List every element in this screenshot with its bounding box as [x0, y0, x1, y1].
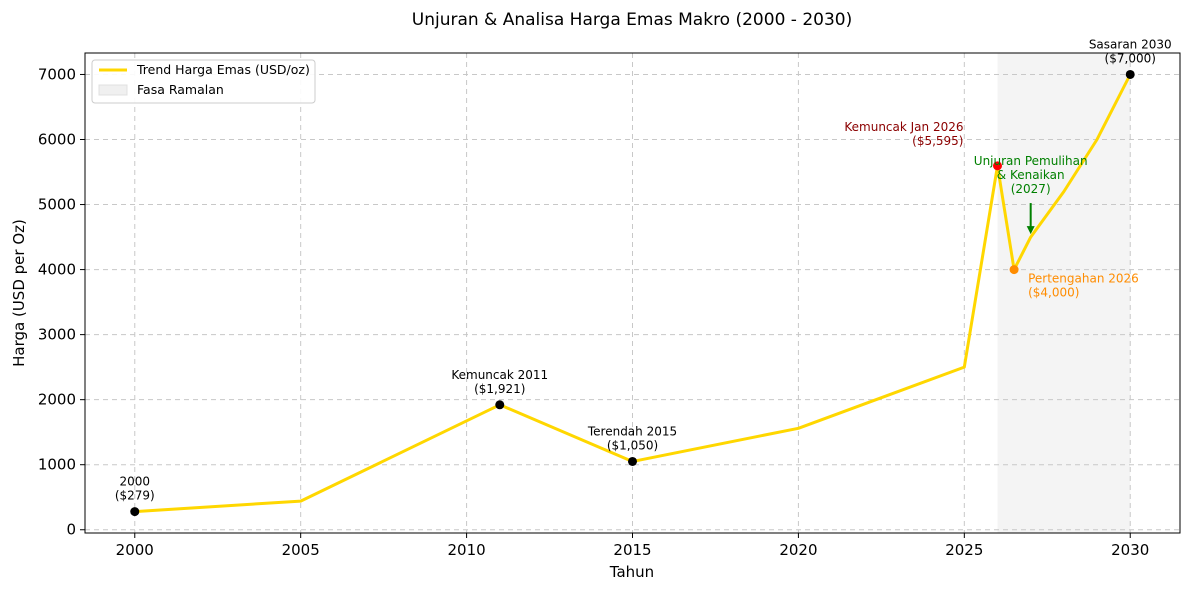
- data-point-marker: [628, 456, 637, 466]
- x-tick-label: 2005: [282, 541, 320, 559]
- y-tick-label: 2000: [38, 391, 76, 409]
- x-tick-label: 2025: [945, 541, 983, 559]
- annotation-label: ($279): [115, 489, 155, 503]
- series-line-trend: [134, 73, 1132, 514]
- annotation-label: Kemuncak 2011: [451, 368, 548, 382]
- legend-entry-forecast: Fasa Ramalan: [137, 82, 224, 97]
- x-tick-label: 2020: [779, 541, 817, 559]
- y-tick-label: 6000: [38, 131, 76, 149]
- annotation-label: ($1,050): [607, 438, 658, 452]
- annotation-label: 2000: [119, 475, 150, 489]
- x-axis-label: Tahun: [609, 563, 654, 581]
- x-tick-label: 2010: [447, 541, 485, 559]
- annotation-label: Pertengahan 2026: [1028, 272, 1139, 286]
- data-point-marker: [993, 161, 1002, 171]
- y-axis-label: Harga (USD per Oz): [10, 219, 28, 367]
- annotation-label: & Kenaikan: [997, 168, 1065, 182]
- data-point-marker: [495, 400, 505, 410]
- annotation-label: Sasaran 2030: [1089, 37, 1172, 51]
- annotation-label: ($4,000): [1028, 286, 1079, 300]
- x-tick-label: 2015: [613, 541, 651, 559]
- y-tick-label: 7000: [38, 65, 76, 83]
- x-tick-label: 2030: [1111, 541, 1149, 559]
- legend-box: [91, 59, 316, 104]
- annotation-arrow-head: [1026, 226, 1035, 235]
- annotation-label: ($1,921): [474, 382, 525, 396]
- legend: Trend Harga Emas (USD/oz) Fasa Ramalan: [91, 59, 316, 104]
- annotation-label: Unjuran Pemulihan: [974, 154, 1088, 168]
- x-tick-label: 2000: [116, 541, 154, 559]
- legend-forecast-swatch: [98, 84, 128, 96]
- annotation-label: ($7,000): [1105, 51, 1156, 65]
- y-tick-label: 3000: [38, 326, 76, 344]
- data-point-marker: [130, 507, 140, 517]
- legend-entry-trend: Trend Harga Emas (USD/oz): [136, 62, 310, 77]
- forecast-region: [997, 53, 1131, 533]
- chart-title: Unjuran & Analisa Harga Emas Makro (2000…: [412, 10, 852, 30]
- annotation-label: ($5,595): [912, 134, 963, 148]
- y-tick-label: 4000: [38, 261, 76, 279]
- data-point-marker: [1125, 69, 1135, 79]
- y-tick-label: 5000: [38, 196, 76, 214]
- annotation-label: (2027): [1011, 182, 1051, 196]
- annotation-label: Kemuncak Jan 2026: [844, 120, 963, 134]
- y-tick-label: 0: [66, 521, 76, 539]
- data-point-marker: [1009, 265, 1019, 275]
- annotation-label: Terendah 2015: [587, 424, 677, 438]
- y-tick-label: 1000: [38, 456, 76, 474]
